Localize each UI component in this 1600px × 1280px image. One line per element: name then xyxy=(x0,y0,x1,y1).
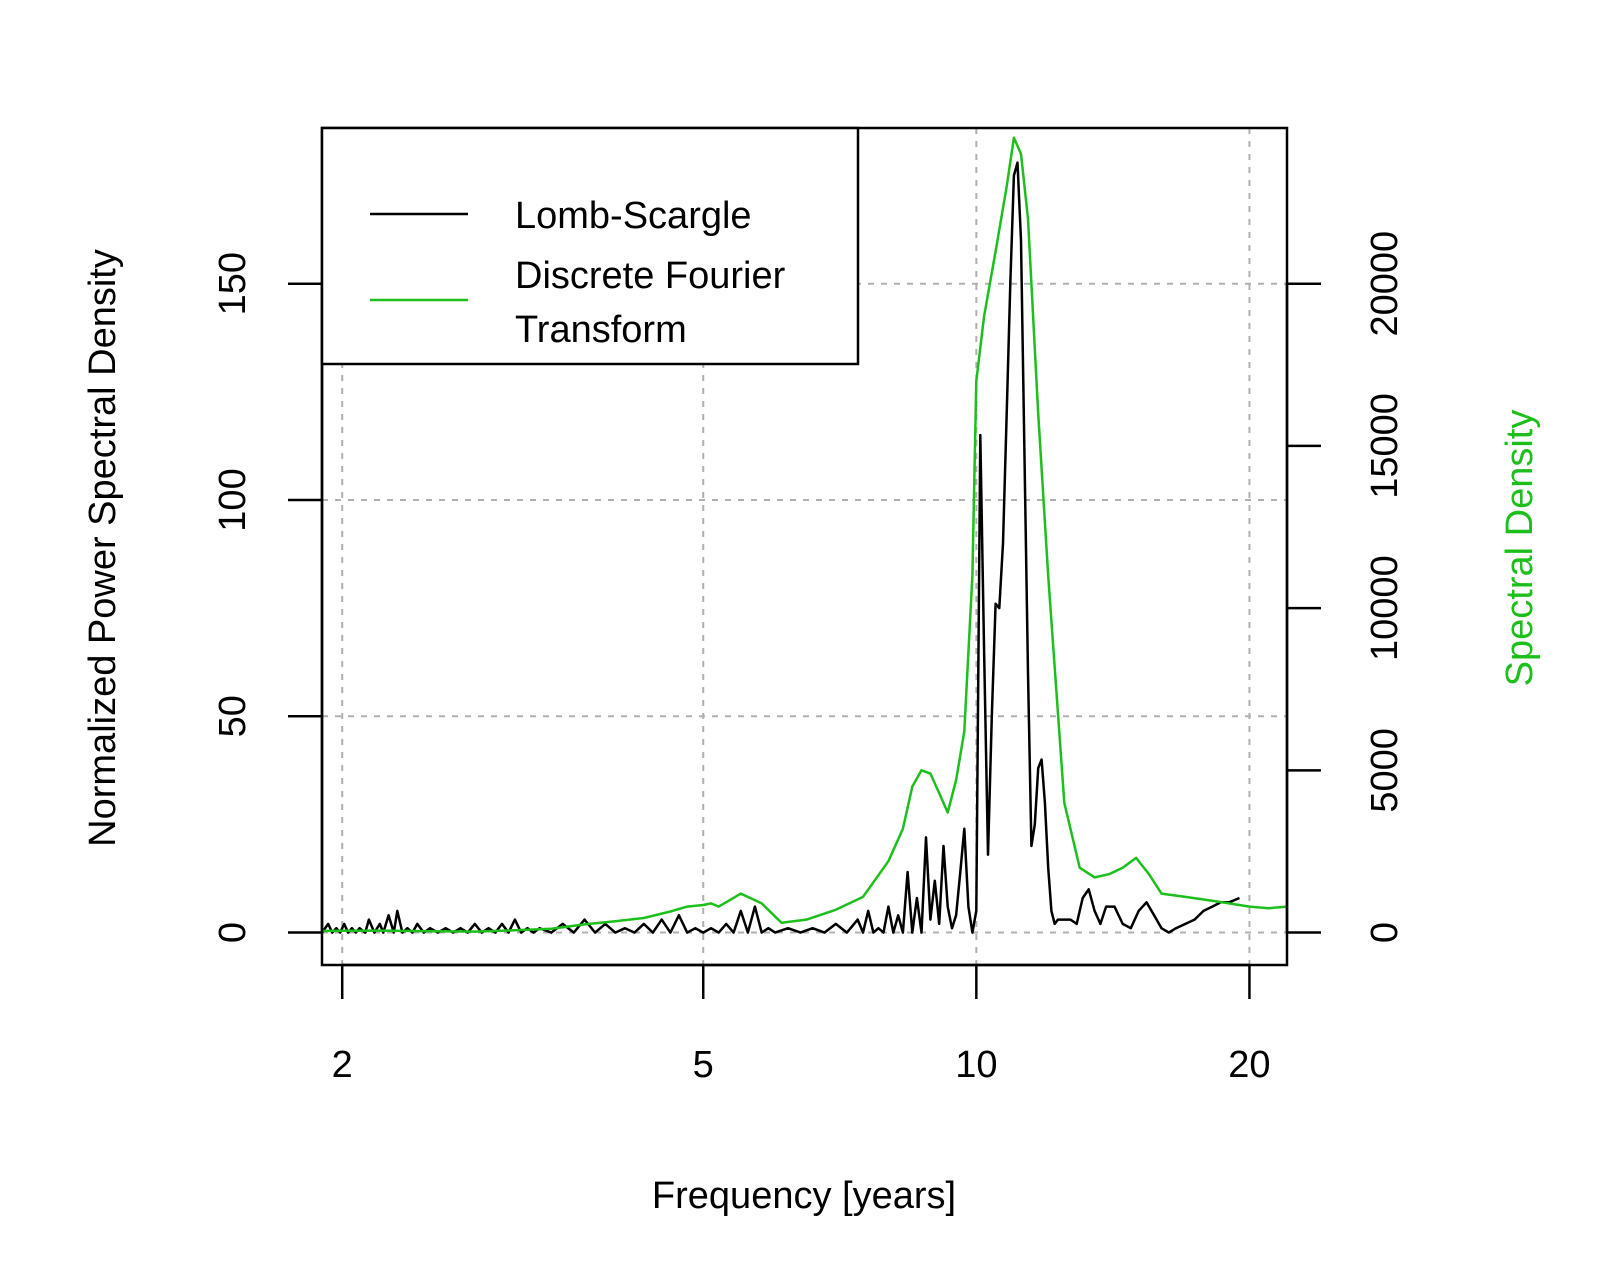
y-left-tick-label-50: 50 xyxy=(212,695,254,737)
legend-label-dft-line1: Discrete Fourier xyxy=(515,255,786,297)
y-left-tick-label-0: 0 xyxy=(212,922,254,943)
y-right-tick-label-0: 0 xyxy=(1364,922,1406,943)
x-tick-label-2: 2 xyxy=(332,1044,353,1086)
y-right-tick-label-10000: 10000 xyxy=(1364,555,1406,661)
y-right-tick-label-15000: 15000 xyxy=(1364,393,1406,499)
x-tick-label-20: 20 xyxy=(1228,1044,1270,1086)
x-tick-label-5: 5 xyxy=(693,1044,714,1086)
y-axis-right-title: Spectral Density xyxy=(1499,410,1541,687)
legend-label-dft-line2: Transform xyxy=(515,309,687,351)
y-left-tick-label-100: 100 xyxy=(212,468,254,531)
x-axis-title: Frequency [years] xyxy=(652,1175,956,1217)
y-right-tick-label-20000: 20000 xyxy=(1364,231,1406,337)
x-tick-label-10: 10 xyxy=(955,1044,997,1086)
y-left-tick-label-150: 150 xyxy=(212,252,254,315)
legend: Lomb-Scargle Discrete Fourier Transform xyxy=(322,128,858,364)
y-axis-left-title: Normalized Power Spectral Density xyxy=(82,249,124,847)
y-right-tick-label-5000: 5000 xyxy=(1364,728,1406,813)
legend-label-lomb-scargle: Lomb-Scargle xyxy=(515,195,752,237)
